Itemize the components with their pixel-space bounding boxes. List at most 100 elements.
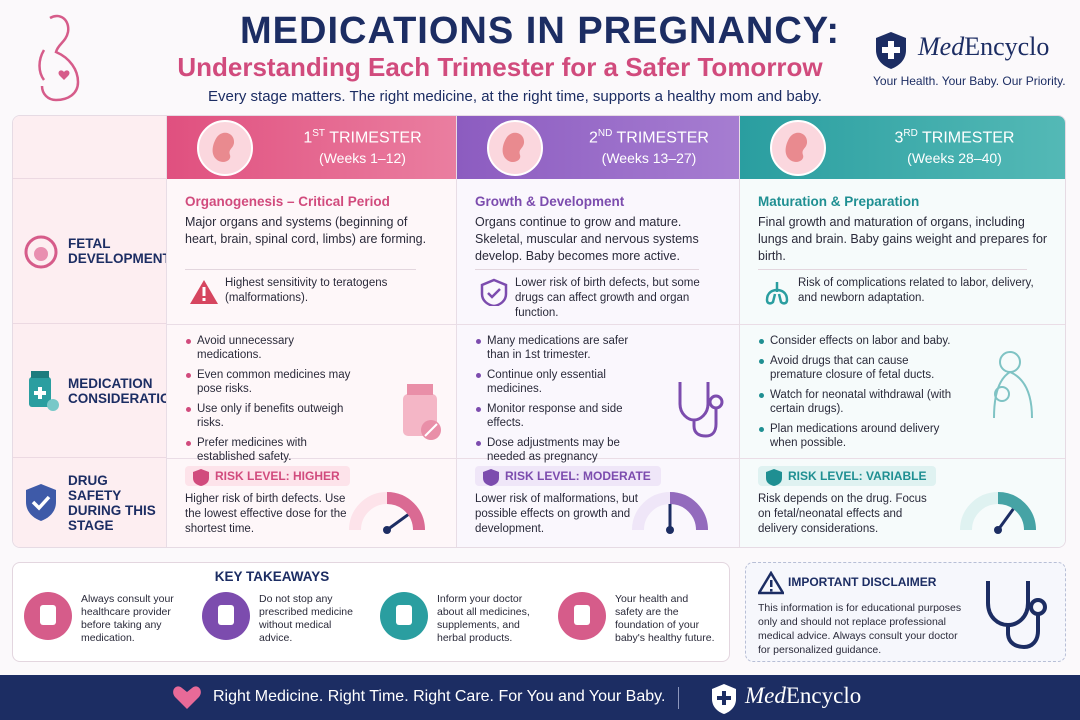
note-icon-svg (190, 280, 218, 304)
row-label-cell: MEDICATION CONSIDERATIONS (13, 324, 190, 458)
risk-badge-icon-svg (193, 469, 209, 486)
trimester-header: 1ST TRIMESTER (Weeks 1–12) (167, 116, 456, 179)
bullet-dot (186, 373, 191, 378)
fetus-icon-svg (197, 120, 253, 176)
consideration: Prefer medicines with established safety… (186, 436, 361, 464)
takeaways-box: KEY TAKEAWAYS Always consult your health… (12, 562, 730, 662)
tagline: Every stage matters. The right medicine,… (208, 88, 822, 105)
illustration-svg (678, 382, 724, 438)
illustration (395, 378, 455, 463)
row-divider (167, 324, 456, 325)
development-note: Highest sensitivity to teratogens (malfo… (225, 277, 388, 304)
considerations-list: Many medications are safer than in 1st t… (475, 334, 644, 484)
bullet-dot (476, 441, 481, 446)
takeaway-icon (201, 591, 251, 646)
note-icon-svg (765, 282, 789, 305)
risk-label: RISK LEVEL: VARIABLE (788, 469, 927, 483)
considerations-list: Avoid unnecessary medications. Even commo… (185, 334, 361, 470)
risk-label: RISK LEVEL: HIGHER (215, 469, 340, 483)
risk-gauge (347, 488, 427, 543)
footer-shield (712, 684, 736, 714)
row-divider (740, 458, 1065, 459)
note-divider (475, 269, 699, 270)
takeaway-text: Inform your doctor about all medicines, … (437, 593, 530, 644)
trimester-weeks: (Weeks 13–27) (601, 150, 697, 166)
note-icon-svg (480, 278, 508, 308)
risk-text: Risk depends on the drug. Focus on fetal… (758, 493, 927, 535)
consideration: Many medications are safer than in 1st t… (476, 334, 644, 362)
fetus-icon (768, 119, 828, 182)
takeaways-title: KEY TAKEAWAYS (214, 569, 330, 584)
development-heading: Growth & Development (475, 194, 625, 209)
risk-badge: RISK LEVEL: HIGHER (185, 466, 350, 486)
risk-badge-icon-svg (766, 469, 782, 486)
trimester-name: TRIMESTER (616, 129, 709, 147)
risk-gauge-svg (632, 492, 708, 534)
consideration: Avoid drugs that can cause premature clo… (759, 354, 957, 382)
trimester-title: 2ND TRIMESTER (567, 128, 731, 147)
bullet-dot (759, 339, 764, 344)
illustration-svg (403, 384, 441, 440)
note-divider (758, 269, 1027, 270)
note-icon (479, 278, 509, 311)
fetus-icon-svg (487, 120, 543, 176)
brand-med: Med (918, 32, 965, 61)
risk-gauge (630, 488, 710, 543)
risk-gauge-svg (960, 492, 1036, 534)
footer-brand: MedEncyclo (745, 683, 861, 709)
takeaway-text: Always consult your healthcare provider … (81, 593, 174, 644)
trimester-header: 3RD TRIMESTER (Weeks 28–40) (740, 116, 1065, 182)
takeaway-text: Do not stop any prescribed medicine with… (259, 593, 353, 644)
bullet-dot (759, 427, 764, 432)
row-label-cell: FETAL DEVELOPMENT (13, 179, 171, 324)
fetus-icon (485, 119, 545, 182)
bullet-dot (476, 407, 481, 412)
considerations-list: Consider effects on labor and baby. Avoid… (758, 334, 957, 456)
illustration (980, 348, 1040, 433)
corner-cell (13, 116, 166, 179)
risk-text: Lower risk of malformations, but possibl… (475, 493, 638, 535)
takeaway-icon (557, 591, 607, 646)
row-label: MEDICATION CONSIDERATIONS (68, 375, 190, 406)
takeaway-icon-svg (24, 592, 72, 640)
risk-badge: RISK LEVEL: VARIABLE (758, 466, 937, 489)
risk-gauge-svg (349, 492, 425, 534)
bullet-dot (186, 441, 191, 446)
consideration: Monitor response and side effects. (476, 402, 644, 430)
row-divider (457, 458, 739, 459)
fetus-icon-svg (770, 120, 826, 176)
development-heading: Maturation & Preparation (758, 194, 920, 209)
development-text: Major organs and systems (beginning of h… (185, 215, 427, 246)
row-icon-svg (24, 235, 58, 268)
footer-text: Right Medicine. Right Time. Right Care. … (213, 688, 666, 705)
risk-badge-icon (481, 468, 501, 489)
consideration: Avoid unnecessary medications. (186, 334, 361, 362)
risk-badge-icon-svg (483, 469, 499, 486)
note-icon (762, 278, 792, 311)
row-divider (740, 324, 1065, 325)
risk-badge: RISK LEVEL: MODERATE (475, 466, 661, 486)
illustration-svg (993, 351, 1033, 419)
fetus-icon (195, 119, 255, 182)
bullet-dot (476, 373, 481, 378)
consideration: Plan medications around delivery when po… (759, 422, 957, 450)
risk-gauge (958, 488, 1038, 543)
risk-label: RISK LEVEL: MODERATE (505, 469, 651, 483)
consideration: Use only if benefits outweigh risks. (186, 402, 361, 430)
bullet-dot (476, 339, 481, 344)
ordinal: 3 (894, 129, 904, 147)
takeaway-icon-svg (202, 592, 250, 640)
disclaimer-box: IMPORTANT DISCLAIMER This information is… (745, 562, 1066, 662)
row-icon (23, 369, 63, 418)
disclaimer-text: This information is for educational purp… (758, 602, 962, 656)
title: MEDICATIONS IN PREGNANCY: (240, 10, 840, 52)
row-divider (167, 458, 456, 459)
trimester-column: 1ST TRIMESTER (Weeks 1–12) Organogenesis –… (166, 116, 456, 547)
risk-badge-icon (764, 468, 784, 489)
risk-text: Higher risk of birth defects. Use the lo… (185, 493, 347, 535)
takeaway-icon-svg (558, 592, 606, 640)
trimester-header: 2ND TRIMESTER (Weeks 13–27) (457, 116, 739, 179)
takeaway-icon (23, 591, 73, 646)
row-label-cell: DRUG SAFETY DURING THIS STAGE (13, 458, 166, 547)
trimester-column: 2ND TRIMESTER (Weeks 13–27) Growth & Devel… (456, 116, 739, 547)
